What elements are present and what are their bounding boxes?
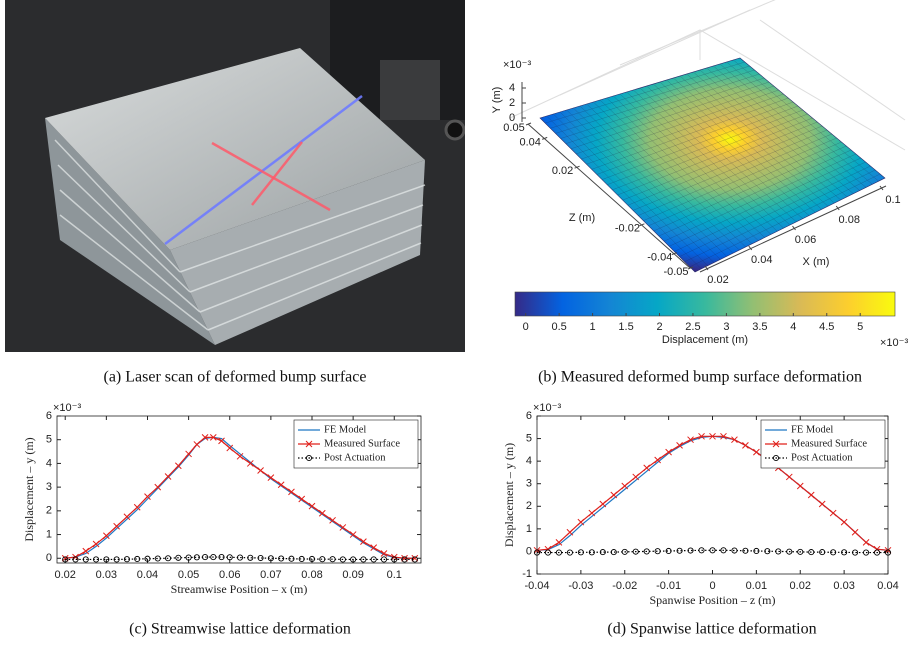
y-tick-label: 4	[46, 457, 52, 469]
legend-label: Post Actuation	[791, 452, 853, 463]
x-tick-label: 0.01	[746, 580, 767, 592]
colorbar-exponent: ×10⁻³	[880, 337, 908, 349]
z-tick-label: -0.02	[615, 223, 640, 235]
x-tick-label: 0	[709, 580, 715, 592]
colorbar	[515, 292, 895, 316]
colorbar-label: Displacement (m)	[662, 334, 748, 346]
y-tick-label: 1	[46, 528, 52, 540]
x-tick-label: 0.06	[795, 234, 816, 246]
x-axis-label: X (m)	[803, 256, 830, 268]
z-tick-label: 0.04	[519, 136, 540, 148]
x-tick-label: 0.04	[877, 580, 898, 592]
colorbar-tick-label: 4	[790, 321, 796, 333]
colorbar-tick-label: 1	[590, 321, 596, 333]
y-exponent: ×10⁻³	[503, 59, 531, 71]
x-tick-label: 0.04	[137, 569, 158, 581]
y-axis-label: Displacement – y (m)	[22, 437, 36, 541]
colorbar-tick-label: 2	[656, 321, 662, 333]
y-tick-label: 2	[509, 97, 515, 109]
x-tick-label: 0.1	[387, 569, 402, 581]
x-tick-label: 0.06	[219, 569, 240, 581]
x-tick-label: 0.09	[342, 569, 363, 581]
x-tick-label: 0.08	[301, 569, 322, 581]
x-tick-label: 0.08	[839, 214, 860, 226]
legend-label: Measured Surface	[791, 438, 867, 449]
colorbar-tick-label: 2.5	[685, 321, 700, 333]
legend-label: FE Model	[324, 424, 366, 435]
y-tick-label: 0	[526, 545, 532, 557]
y-exponent: ×10⁻³	[53, 402, 81, 414]
y-tick-label: 3	[46, 481, 52, 493]
colorbar-tick-label: 0	[523, 321, 529, 333]
x-tick-label: 0.02	[55, 569, 76, 581]
y-tick-label: 4	[509, 82, 515, 94]
z-tick-label: 0.02	[552, 165, 573, 177]
legend-label: FE Model	[791, 424, 833, 435]
x-axis-label: Spanwise Position – z (m)	[650, 593, 776, 607]
colorbar-tick-label: 3.5	[752, 321, 767, 333]
surface	[540, 58, 885, 272]
x-tick-label: -0.01	[656, 580, 681, 592]
colorbar-tick-label: 3	[723, 321, 729, 333]
z-tick-label: -0.04	[647, 252, 672, 264]
z-axis-label: Z (m)	[569, 212, 595, 224]
z-tick-label: -0.05	[663, 266, 688, 278]
y-tick-label: 1	[526, 523, 532, 535]
x-tick-label: 0.02	[707, 274, 728, 286]
y-tick-label: 4	[526, 455, 532, 467]
y-tick-label: 6	[526, 410, 532, 422]
y-tick-label: 0	[509, 112, 515, 124]
y-axis-label: Displacement – y (m)	[502, 443, 516, 547]
photo	[5, 0, 465, 352]
y-tick-label: -1	[522, 568, 532, 580]
y-tick-label: 5	[526, 432, 532, 444]
colorbar-tick-label: 1.5	[618, 321, 633, 333]
x-tick-label: 0.04	[751, 254, 772, 266]
x-tick-label: -0.04	[524, 580, 549, 592]
colorbar-tick-label: 0.5	[552, 321, 567, 333]
figure: (a) Laser scan of deformed bump surface (…	[0, 0, 923, 647]
x-tick-label: 0.03	[96, 569, 117, 581]
legend-label: Measured Surface	[324, 438, 400, 449]
caption: (a) Laser scan of deformed bump surface	[104, 369, 367, 386]
y-tick-label: 2	[46, 505, 52, 517]
x-axis-label: Streamwise Position – x (m)	[171, 582, 308, 596]
caption: (b) Measured deformed bump surface defor…	[538, 369, 862, 386]
x-tick-label: 0.07	[260, 569, 281, 581]
colorbar-tick-label: 4.5	[819, 321, 834, 333]
y-tick-label: 0	[46, 552, 52, 564]
y-tick-label: 5	[46, 434, 52, 446]
y-axis-label: Y (m)	[491, 87, 503, 114]
y-tick-label: 3	[526, 478, 532, 490]
x-tick-label: 0.1	[885, 194, 900, 206]
x-tick-label: -0.03	[568, 580, 593, 592]
legend-label: Post Actuation	[324, 452, 386, 463]
colorbar-tick-label: 5	[857, 321, 863, 333]
x-tick-label: -0.02	[612, 580, 637, 592]
y-tick-label: 2	[526, 500, 532, 512]
y-exponent: ×10⁻³	[533, 402, 561, 414]
caption: (d) Spanwise lattice deformation	[607, 621, 816, 638]
x-tick-label: 0.03	[833, 580, 854, 592]
y-tick-label: 6	[46, 410, 52, 422]
x-tick-label: 0.02	[790, 580, 811, 592]
caption: (c) Streamwise lattice deformation	[129, 621, 351, 638]
x-tick-label: 0.05	[178, 569, 199, 581]
